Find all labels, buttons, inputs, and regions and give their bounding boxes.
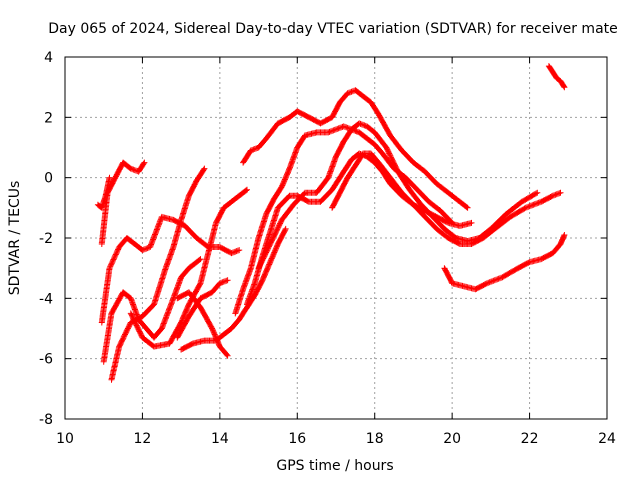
data-marks xyxy=(100,256,204,365)
data-marks xyxy=(108,165,208,383)
data-marks xyxy=(329,150,564,247)
data-marks xyxy=(232,123,456,317)
series-track-7 xyxy=(174,277,231,341)
tick-labels: 10 12 14 16 18 20 22 24-8-6-4-2024 xyxy=(39,50,616,447)
series-track-15 xyxy=(441,232,568,293)
chart-title: Day 065 of 2024, Sidereal Day-to-day VTE… xyxy=(48,21,618,37)
series-track-9 xyxy=(174,289,231,359)
series-track-5 xyxy=(108,165,208,383)
series-track-12 xyxy=(240,87,471,211)
y-tick-label: 2 xyxy=(44,110,53,126)
series-track-4 xyxy=(100,256,204,365)
data-marks xyxy=(255,120,541,272)
x-tick-label: 16 xyxy=(288,431,306,447)
x-tick-label: 14 xyxy=(211,431,229,447)
data-points xyxy=(94,63,568,383)
series-track-3 xyxy=(98,213,243,326)
y-axis-label: SDTVAR / TECUs xyxy=(7,181,23,296)
x-axis-label: GPS time / hours xyxy=(276,458,393,474)
series-track-6 xyxy=(127,186,250,350)
data-marks xyxy=(127,186,250,350)
data-marks xyxy=(174,289,231,359)
x-tick-label: 22 xyxy=(521,431,539,447)
y-tick-label: 0 xyxy=(44,171,53,187)
y-tick-label: -4 xyxy=(39,291,53,307)
x-tick-label: 24 xyxy=(598,431,616,447)
y-tick-label: -8 xyxy=(39,412,53,428)
series-track-10 xyxy=(232,123,456,317)
data-marks xyxy=(98,213,243,326)
series-track-16 xyxy=(545,63,568,91)
series-track-2 xyxy=(98,159,148,247)
data-marks xyxy=(174,277,231,341)
y-tick-label: -2 xyxy=(39,231,53,247)
series-track-13 xyxy=(255,120,541,272)
data-marks xyxy=(240,87,471,211)
x-tick-label: 10 xyxy=(56,431,74,447)
data-marks xyxy=(98,159,148,247)
series-track-14 xyxy=(329,150,564,247)
x-tick-label: 12 xyxy=(134,431,152,447)
x-tick-label: 20 xyxy=(443,431,461,447)
plot-frame xyxy=(64,56,608,420)
data-marks xyxy=(441,232,568,293)
x-tick-label: 18 xyxy=(366,431,384,447)
y-tick-label: 4 xyxy=(44,50,53,66)
data-marks xyxy=(545,63,568,91)
y-tick-label: -6 xyxy=(39,352,53,368)
